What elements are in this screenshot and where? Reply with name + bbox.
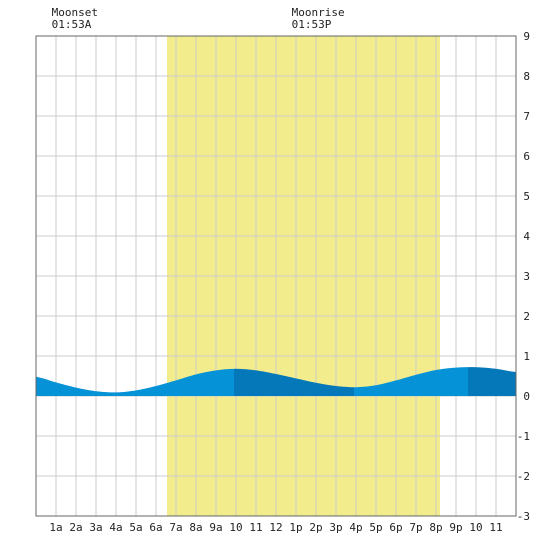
y-tick-label: 7: [523, 110, 530, 123]
x-tick-label: 10: [469, 521, 482, 534]
x-tick-label: 4a: [109, 521, 122, 534]
plot-frame-layer: [35, 35, 517, 517]
moon-event-label: Moonrise: [292, 6, 345, 19]
x-tick-label: 2a: [69, 521, 82, 534]
x-tick-labels: 1a 2a 3a 4a 5a 6a 7a 8a 9a 10 11 12 1p 2p 3p 4p 5p 6p 7p 8p…: [49, 521, 502, 534]
x-tick-label: 7a: [169, 521, 182, 534]
x-tick-label: 3a: [89, 521, 102, 534]
plot-frame: [35, 35, 517, 517]
x-tick-label: 5a: [129, 521, 142, 534]
x-tick-label: 9a: [209, 521, 222, 534]
x-tick-label: 11: [489, 521, 502, 534]
x-tick-label: 3p: [329, 521, 342, 534]
moon-event-time: 01:53P: [292, 18, 332, 31]
x-tick-label: 8p: [429, 521, 442, 534]
moon-event-time: 01:53A: [52, 18, 92, 31]
x-tick-label: 1p: [289, 521, 302, 534]
x-tick-label: 4p: [349, 521, 362, 534]
tide-area-segment: [234, 368, 354, 396]
y-tick-label: 4: [523, 230, 530, 243]
y-tick-label: 9: [523, 30, 530, 43]
grid-layer: [36, 35, 516, 517]
y-tick-label: 6: [523, 150, 530, 163]
x-tick-label: 2p: [309, 521, 322, 534]
x-tick-label: 5p: [369, 521, 382, 534]
y-tick-label: -3: [517, 510, 530, 523]
x-tick-label: 10: [229, 521, 242, 534]
x-tick-label: 1a: [49, 521, 62, 534]
tide-area-layer: [36, 367, 516, 396]
tide-area-segment: [468, 367, 516, 396]
x-tick-label: 6a: [149, 521, 162, 534]
y-tick-label: 5: [523, 190, 530, 203]
y-tick-label: 2: [523, 310, 530, 323]
tide-area-segment: [354, 367, 468, 396]
tide-area-segment: [36, 368, 234, 396]
x-tick-label: 12: [269, 521, 282, 534]
x-tick-label: 9p: [449, 521, 462, 534]
x-tick-label: 11: [249, 521, 262, 534]
y-tick-label: -2: [517, 470, 530, 483]
moon-event-label: Moonset: [52, 6, 98, 19]
y-tick-label: 8: [523, 70, 530, 83]
y-tick-label: -1: [517, 430, 530, 443]
y-tick-label: 0: [523, 390, 530, 403]
x-tick-label: 8a: [189, 521, 202, 534]
x-tick-label: 7p: [409, 521, 422, 534]
y-tick-label: 1: [523, 350, 530, 363]
y-tick-label: 3: [523, 270, 530, 283]
x-tick-label: 6p: [389, 521, 402, 534]
y-tick-labels: -3 -2 -1 0 1 2 3 4 5 6 7 8 9: [517, 30, 531, 523]
